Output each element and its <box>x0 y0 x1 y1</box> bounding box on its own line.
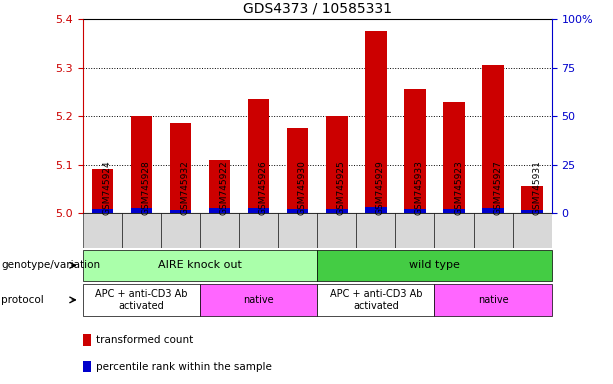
Text: GSM745932: GSM745932 <box>180 160 189 215</box>
Bar <box>443 209 465 213</box>
Bar <box>474 213 512 248</box>
Text: genotype/variation: genotype/variation <box>1 260 101 270</box>
Bar <box>91 169 113 213</box>
Bar <box>91 209 113 213</box>
Bar <box>209 208 230 213</box>
Bar <box>287 209 308 213</box>
Text: protocol: protocol <box>1 295 44 305</box>
Bar <box>522 210 543 213</box>
Bar <box>287 128 308 213</box>
Text: GSM745922: GSM745922 <box>219 160 229 215</box>
Bar <box>404 89 425 213</box>
Bar <box>404 209 425 213</box>
Bar <box>131 208 152 213</box>
Text: GSM745928: GSM745928 <box>142 160 150 215</box>
Bar <box>200 213 239 248</box>
Bar <box>122 213 161 248</box>
Bar <box>443 102 465 213</box>
Bar <box>435 213 474 248</box>
Text: GSM745931: GSM745931 <box>532 160 541 215</box>
Text: wild type: wild type <box>409 260 460 270</box>
Bar <box>482 208 504 213</box>
Bar <box>209 160 230 213</box>
Bar <box>170 210 191 213</box>
Bar <box>248 208 269 213</box>
Bar <box>248 99 269 213</box>
Text: percentile rank within the sample: percentile rank within the sample <box>96 362 272 372</box>
Text: GSM745926: GSM745926 <box>259 160 268 215</box>
Bar <box>318 213 356 248</box>
Bar <box>522 187 543 213</box>
Text: AIRE knock out: AIRE knock out <box>158 260 242 270</box>
Bar <box>239 213 278 248</box>
Text: GSM745925: GSM745925 <box>337 160 346 215</box>
Bar <box>482 65 504 213</box>
Text: GSM745929: GSM745929 <box>376 160 385 215</box>
Bar <box>512 213 552 248</box>
Bar <box>278 213 318 248</box>
Bar <box>326 116 348 213</box>
Bar <box>365 207 387 213</box>
Text: GSM745923: GSM745923 <box>454 160 463 215</box>
Text: GSM745927: GSM745927 <box>493 160 502 215</box>
Bar <box>83 213 122 248</box>
Bar <box>161 213 200 248</box>
Bar <box>365 31 387 213</box>
Text: native: native <box>243 295 274 305</box>
Text: transformed count: transformed count <box>96 335 193 345</box>
Bar <box>170 123 191 213</box>
Text: GSM745930: GSM745930 <box>298 160 306 215</box>
Text: native: native <box>478 295 508 305</box>
Bar <box>395 213 435 248</box>
Bar <box>131 116 152 213</box>
Text: GSM745924: GSM745924 <box>102 160 112 215</box>
Text: APC + anti-CD3 Ab
activated: APC + anti-CD3 Ab activated <box>330 289 422 311</box>
Bar <box>356 213 395 248</box>
Bar <box>326 209 348 213</box>
Title: GDS4373 / 10585331: GDS4373 / 10585331 <box>243 1 392 15</box>
Text: GSM745933: GSM745933 <box>415 160 424 215</box>
Text: APC + anti-CD3 Ab
activated: APC + anti-CD3 Ab activated <box>95 289 188 311</box>
